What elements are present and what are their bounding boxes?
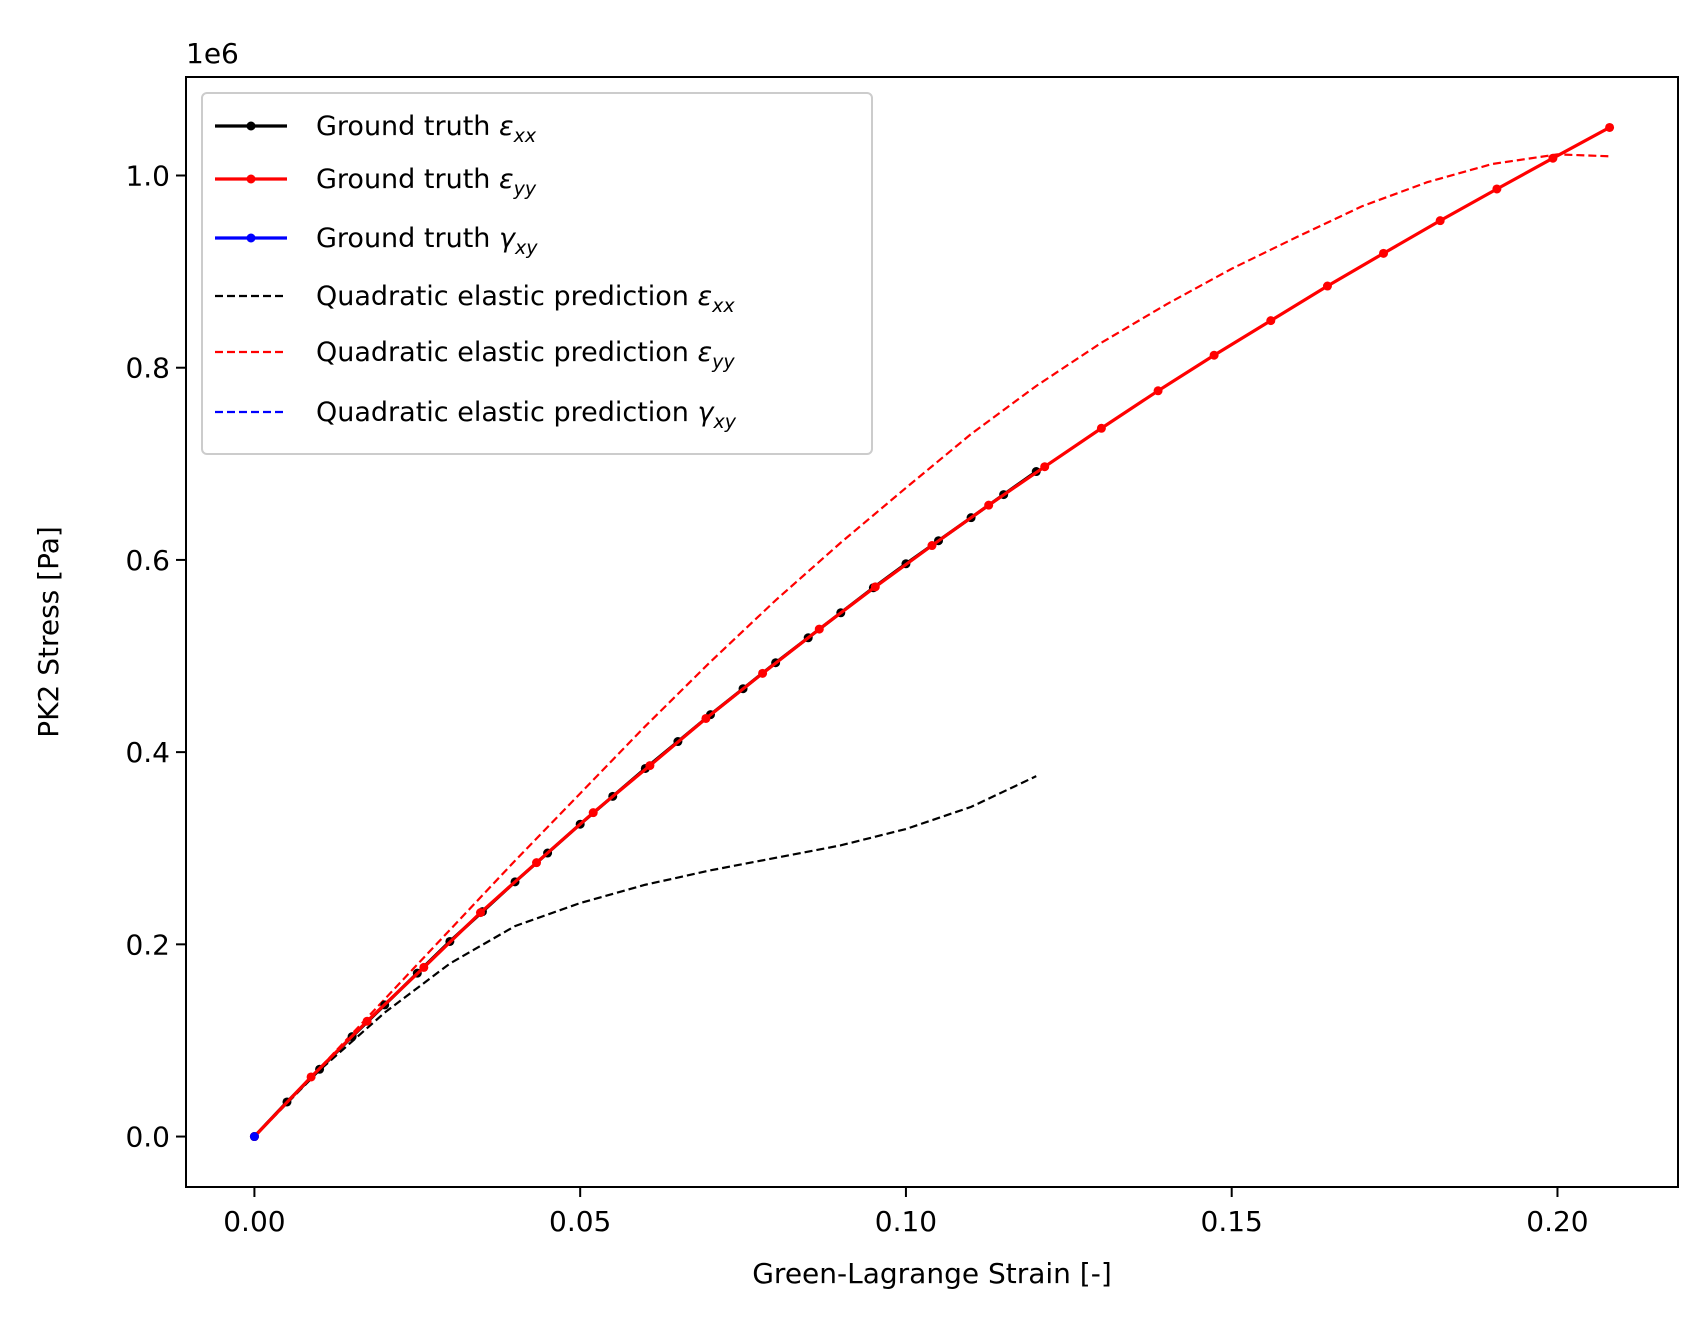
y-tick-label: 0.8 <box>125 352 170 385</box>
y-axis-label: PK2 Stress [Pa] <box>32 526 65 738</box>
legend-label: Quadratic elastic prediction εxx <box>316 281 735 317</box>
data-point <box>532 858 542 868</box>
data-point <box>758 668 768 678</box>
data-point <box>645 761 655 771</box>
data-point <box>1040 462 1050 472</box>
legend-marker <box>246 121 256 131</box>
data-point <box>1435 216 1445 226</box>
data-point <box>306 1072 316 1082</box>
x-tick-label: 0.15 <box>1201 1205 1263 1238</box>
legend-entry: Quadratic elastic prediction εxx <box>215 281 735 317</box>
legend-label: Quadratic elastic prediction εyy <box>316 337 735 373</box>
data-point <box>588 808 598 818</box>
legend-label: Quadratic elastic prediction γxy <box>316 397 737 433</box>
data-point <box>814 624 824 634</box>
x-tick-label: 0.00 <box>223 1205 285 1238</box>
data-point <box>1492 184 1502 194</box>
x-tick-label: 0.05 <box>549 1205 611 1238</box>
data-point <box>1153 386 1163 396</box>
data-point <box>475 908 485 918</box>
series-3 <box>253 775 1037 1138</box>
data-point <box>1379 248 1389 258</box>
legend-label: Ground truth εyy <box>316 164 537 200</box>
legend-label: Ground truth εxx <box>316 111 537 147</box>
y-tick-label: 0.4 <box>125 736 170 769</box>
y-tick-label: 0.2 <box>125 928 170 961</box>
series-1 <box>249 122 1615 1142</box>
data-point <box>1548 153 1558 163</box>
data-point <box>362 1016 372 1026</box>
y-tick-label: 0.6 <box>125 544 170 577</box>
y-tick-label: 0.0 <box>125 1121 170 1154</box>
prediction-line <box>253 775 1037 1138</box>
legend-entry: Quadratic elastic prediction γxy <box>215 397 737 433</box>
data-point <box>1322 281 1332 291</box>
legend-entry: Ground truth εyy <box>215 164 537 200</box>
data-point <box>1209 350 1219 360</box>
y-offset-label: 1e6 <box>186 37 239 70</box>
legend-label: Ground truth γxy <box>316 223 538 259</box>
data-point <box>927 541 937 551</box>
x-tick-label: 0.10 <box>875 1205 937 1238</box>
x-axis-label: Green-Lagrange Strain [-] <box>752 1257 1112 1290</box>
series-2 <box>249 1132 259 1142</box>
data-point <box>984 500 994 510</box>
legend-entry: Quadratic elastic prediction εyy <box>215 337 735 373</box>
data-point <box>1096 423 1106 433</box>
series-4 <box>253 153 1610 1138</box>
data-point <box>249 1132 259 1142</box>
prediction-line <box>253 153 1610 1138</box>
series-layer <box>249 122 1615 1142</box>
data-point <box>870 582 880 592</box>
data-point <box>419 962 429 972</box>
axes-frame <box>185 76 1679 1188</box>
data-point <box>1266 316 1276 326</box>
data-point <box>701 713 711 723</box>
legend-marker <box>246 174 256 184</box>
legend-entry: Ground truth γxy <box>215 223 538 259</box>
legend-entry: Ground truth εxx <box>215 111 537 147</box>
y-tick-label: 1.0 <box>125 160 170 193</box>
legend-box <box>201 92 873 455</box>
legend: Ground truth εxx Ground truth εyy Ground t… <box>201 92 873 455</box>
x-tick-label: 0.20 <box>1526 1205 1588 1238</box>
tick-layer: 0.00 0.05 0.10 0.15 0.20 0.0 0.2 0.4 0.6 0.8 1.0 <box>125 160 1588 1238</box>
legend-marker <box>246 233 256 243</box>
data-point <box>1605 122 1615 132</box>
